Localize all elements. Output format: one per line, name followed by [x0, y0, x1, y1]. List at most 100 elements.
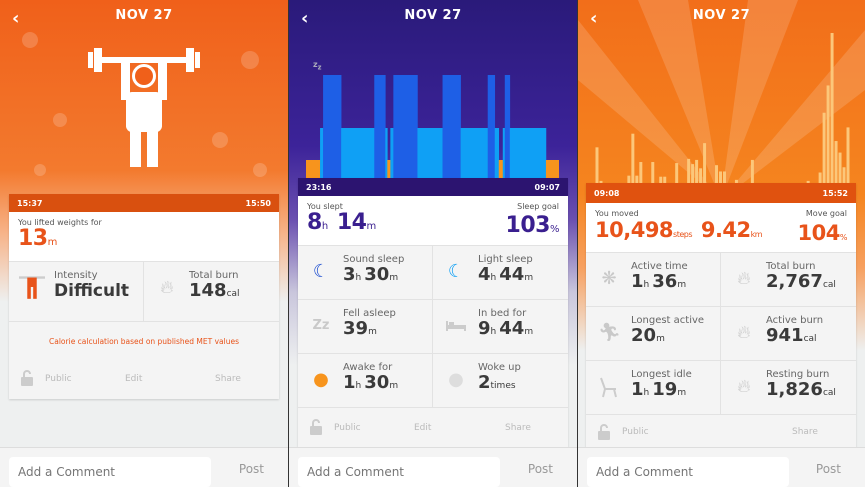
sleep-segment-sound	[487, 75, 496, 180]
stat-total-burn: 🔥︎ Total burn 2,767cal	[721, 252, 856, 306]
step-bar	[842, 167, 846, 183]
screen-divider	[288, 0, 289, 487]
value-unit: cal	[226, 289, 240, 299]
goal-label: Sleep goal	[517, 202, 559, 211]
distance-unit: km	[750, 230, 763, 239]
duration-value: 13m	[18, 227, 270, 255]
edit-button[interactable]: Edit	[125, 374, 143, 384]
stat-value: 148cal	[189, 281, 279, 304]
stats-grid: ☾ Sound sleep 3h 30m ☾ Light sleep 4h 44m Zz Fe…	[298, 245, 568, 407]
comment-input[interactable]	[9, 457, 211, 487]
count: 2	[478, 372, 491, 393]
hours: 1	[631, 379, 644, 400]
runner-icon: 🏃︎	[598, 322, 621, 343]
stat-longest-idle: Longest idle 1h 19m	[586, 360, 721, 414]
stat-in-bed: In bed for 9h 44m	[433, 299, 568, 353]
step-bar	[703, 143, 707, 183]
sleep-segment-awake	[545, 160, 559, 180]
end-time: 09:07	[534, 182, 560, 192]
goal-unit: %	[839, 233, 848, 242]
action-bar: Public Edit Share	[9, 359, 279, 399]
active-burst-icon: ❋	[601, 268, 617, 289]
public-button[interactable]: Public	[45, 374, 72, 384]
stat-value: 1h 30m	[343, 372, 399, 393]
stat-label: Awake for	[343, 362, 393, 373]
page-title: NOV 27	[692, 8, 751, 23]
goal-number: 103	[505, 213, 551, 238]
action-bar: Public Edit Share	[298, 407, 568, 447]
activity-pattern-background	[22, 32, 267, 177]
goal-label: Move goal	[805, 209, 847, 218]
share-button[interactable]: Share	[505, 422, 531, 433]
post-button[interactable]: Post	[238, 462, 264, 476]
unlocked-padlock-icon[interactable]	[21, 370, 33, 386]
unlocked-padlock-icon[interactable]	[310, 419, 322, 435]
share-button[interactable]: Share	[215, 374, 241, 384]
value-number: 2,767	[766, 271, 823, 292]
hours: 3	[343, 264, 356, 285]
stat-value: Difficult	[54, 281, 130, 301]
hours: 9	[478, 318, 491, 339]
step-bar	[631, 133, 635, 183]
stat-value: 2,767cal	[766, 272, 856, 295]
sleep-screen: ‹ NOV 27 zz 23:16 09:07 You slept 8h 14m …	[289, 0, 577, 487]
stat-label: Intensity	[54, 270, 98, 281]
workout-card: 15:37 15:50 You lifted weights for 13m In…	[9, 194, 279, 399]
sleep-segment-awake	[387, 160, 391, 180]
stat-value: 1,826cal	[766, 380, 856, 403]
moon-dark-icon: ☾	[312, 261, 330, 282]
sleep-duration: 8h 14m	[307, 210, 376, 235]
unlocked-padlock-icon[interactable]	[598, 424, 610, 440]
duration-summary: You lifted weights for 13m	[9, 212, 279, 261]
weightlifting-screen: ‹ NOV 27 15:37 15:50 You lifted weights f…	[0, 0, 288, 487]
sleep-segment-light	[502, 128, 506, 180]
distance-value: 9.42	[700, 218, 751, 242]
sleep-segment-light	[320, 128, 324, 180]
stat-label: Light sleep	[478, 254, 533, 265]
stat-label: Active burn	[766, 315, 824, 326]
screen-divider	[577, 0, 578, 487]
minutes: 20	[631, 325, 657, 346]
minutes: 39	[343, 318, 369, 339]
stat-value: 1h 19m	[631, 379, 687, 400]
step-bar	[822, 112, 826, 183]
value-unit: cal	[822, 280, 836, 290]
sleep-segment-awake	[498, 160, 504, 180]
comment-input[interactable]	[587, 457, 789, 487]
goal-percent: 104%	[798, 221, 849, 250]
stat-value: 2times	[478, 373, 568, 396]
minutes: 30	[364, 264, 390, 285]
sleep-segment-light	[417, 128, 443, 180]
stat-active-burn: 🔥︎ Active burn 941cal	[721, 306, 856, 360]
steps-unit: steps	[673, 230, 693, 239]
step-bar	[719, 171, 722, 183]
step-bar	[627, 175, 631, 183]
edit-button[interactable]: Edit	[414, 422, 432, 433]
duration-number: 13	[18, 226, 48, 251]
summary-label: You moved	[595, 209, 639, 218]
stat-label: Longest active	[631, 315, 705, 326]
public-button[interactable]: Public	[622, 426, 649, 437]
post-button[interactable]: Post	[527, 462, 553, 476]
neutral-face-gray-icon: ●	[448, 369, 464, 390]
step-bar	[659, 176, 663, 183]
value-unit: cal	[822, 388, 836, 398]
stat-intensity: Intensity Difficult	[9, 261, 144, 321]
count-unit: times	[490, 381, 516, 391]
stat-label: In bed for	[478, 308, 527, 319]
flame-icon: 🔥︎	[737, 322, 751, 343]
public-button[interactable]: Public	[334, 422, 361, 433]
back-button[interactable]: ‹	[301, 8, 309, 29]
step-bar	[663, 176, 667, 183]
flame-icon: 🔥︎	[737, 376, 751, 397]
calorie-note: Calorie calculation based on published M…	[9, 321, 279, 359]
step-bar	[639, 162, 643, 183]
zzz-icon: Zz	[312, 318, 330, 333]
post-button[interactable]: Post	[815, 462, 841, 476]
back-button[interactable]: ‹	[590, 8, 598, 29]
share-button[interactable]: Share	[792, 426, 818, 437]
zzz-axis-icon: zz	[313, 60, 322, 72]
back-button[interactable]: ‹	[12, 8, 20, 29]
sleep-segment-light	[509, 128, 547, 180]
comment-input[interactable]	[298, 457, 500, 487]
